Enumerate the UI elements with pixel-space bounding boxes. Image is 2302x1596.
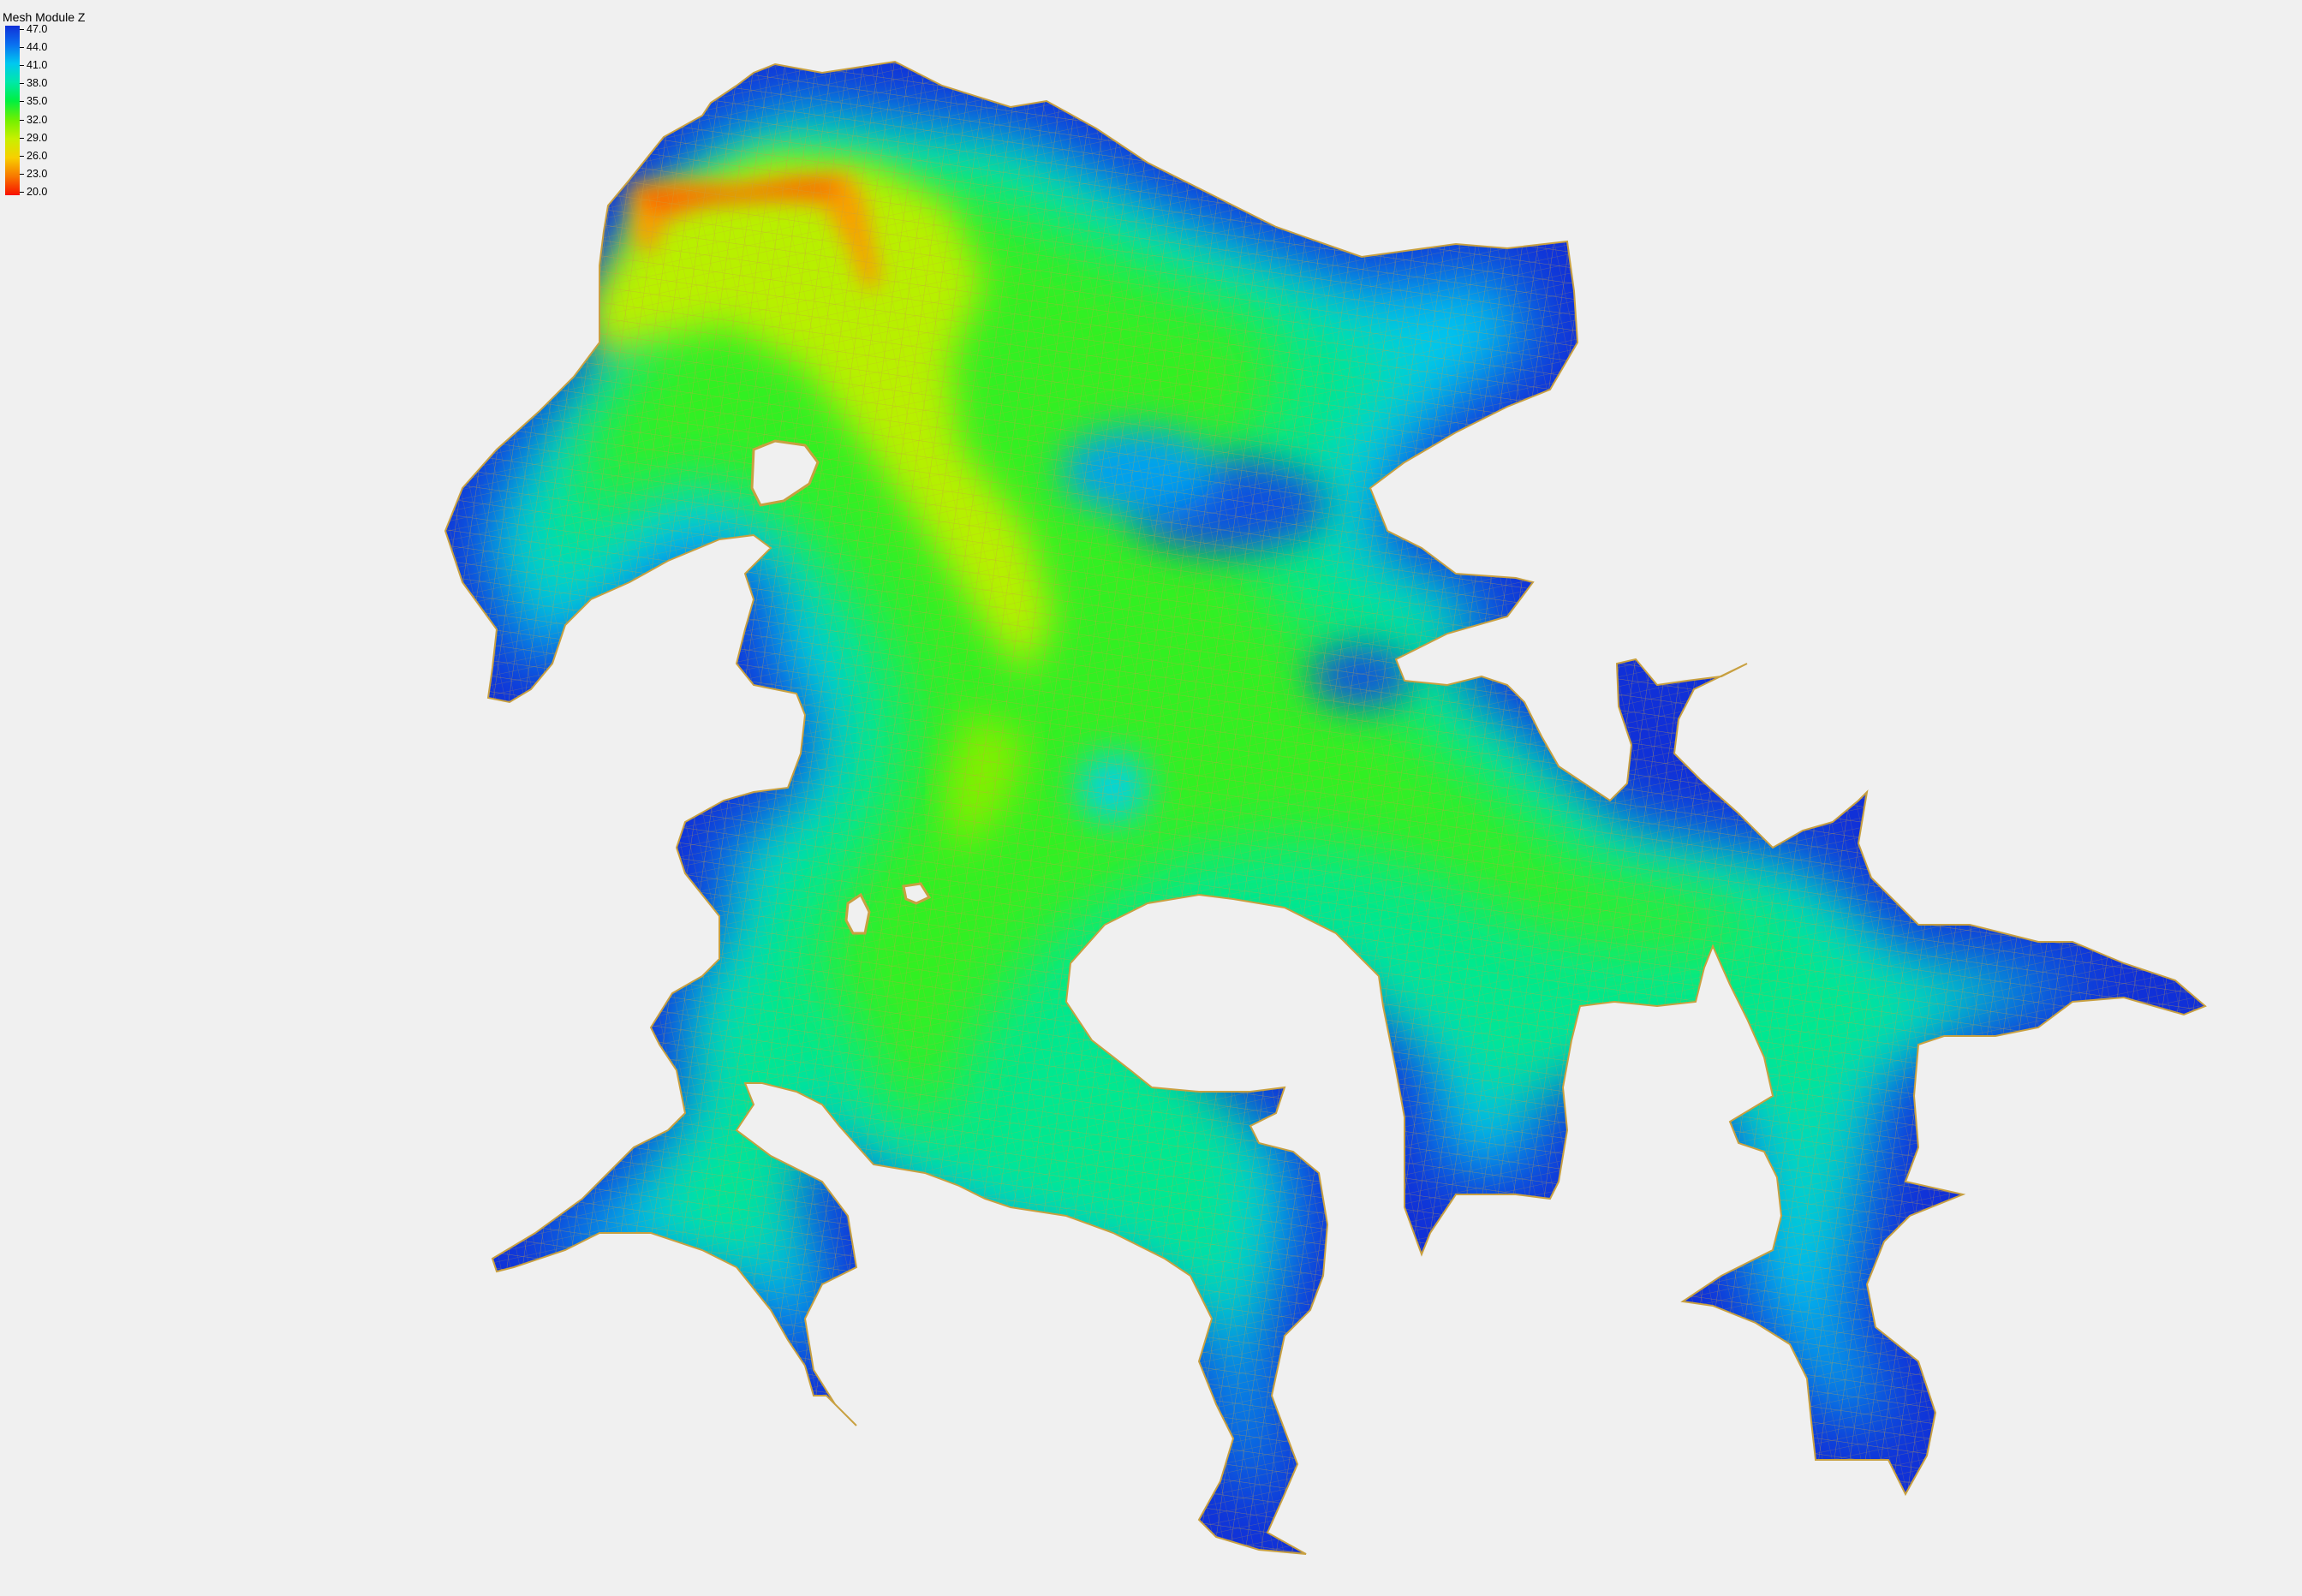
- legend-label: 20.0: [27, 186, 48, 198]
- legend-tick: [20, 65, 24, 67]
- legend-label: 32.0: [27, 113, 48, 126]
- legend-tick: [20, 137, 24, 139]
- legend-tick: [20, 173, 24, 175]
- legend-label: 47.0: [27, 23, 48, 35]
- legend-tick: [20, 192, 24, 193]
- legend-label: 35.0: [27, 95, 48, 108]
- legend-label: 44.0: [27, 41, 48, 54]
- island-small-b: [902, 882, 932, 905]
- legend-label: 29.0: [27, 131, 48, 144]
- legend-label: 26.0: [27, 149, 48, 162]
- legend-tick: [20, 83, 24, 85]
- legend-tick: [20, 47, 24, 49]
- legend-label: 38.0: [27, 77, 48, 90]
- legend-tick: [20, 155, 24, 157]
- island-left: [750, 439, 820, 507]
- legend-color-bar: [5, 26, 20, 195]
- legend-tick: [20, 119, 24, 121]
- legend-title: Mesh Module Z: [3, 10, 86, 24]
- island-small-a: [844, 892, 871, 935]
- legend-tick: [20, 101, 24, 103]
- legend-tick: [20, 29, 24, 30]
- legend-label: 23.0: [27, 167, 48, 180]
- legend-label: 41.0: [27, 59, 48, 72]
